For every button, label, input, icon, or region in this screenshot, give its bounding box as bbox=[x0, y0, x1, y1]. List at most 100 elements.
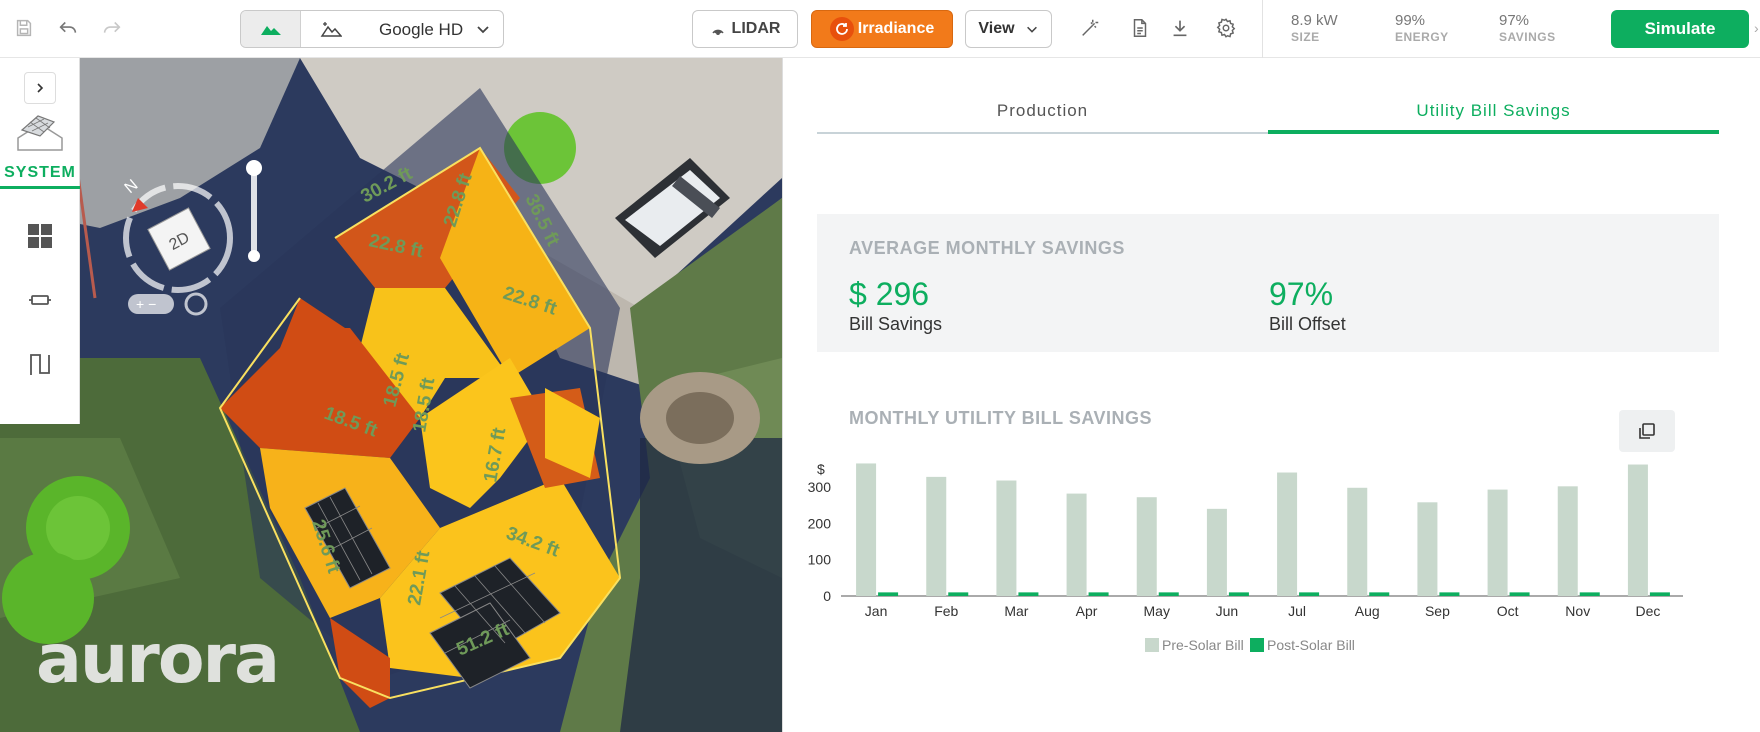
save-icon[interactable] bbox=[10, 14, 38, 42]
bar-post-solar bbox=[948, 592, 969, 596]
chevron-right-icon[interactable]: › bbox=[1754, 20, 1759, 36]
redo-icon[interactable] bbox=[98, 14, 126, 42]
zoom-buttons[interactable] bbox=[128, 294, 174, 314]
lidar-button[interactable]: LIDAR bbox=[692, 10, 798, 48]
size-value: 8.9 kW bbox=[1291, 12, 1338, 29]
x-tick-label: Feb bbox=[934, 603, 958, 619]
download-icon[interactable] bbox=[1166, 14, 1194, 42]
bar-post-solar bbox=[1579, 592, 1600, 596]
bill-offset-value: 97% bbox=[1269, 276, 1334, 312]
document-icon[interactable] bbox=[1126, 14, 1154, 42]
savings-label: SAVINGS bbox=[1499, 30, 1556, 44]
bar-post-solar bbox=[1018, 592, 1039, 596]
pan-icon[interactable] bbox=[184, 292, 208, 316]
sidebar-item-system[interactable]: SYSTEM bbox=[4, 164, 76, 181]
x-tick-label: Jul bbox=[1288, 603, 1306, 619]
x-tick-label: Jan bbox=[865, 603, 888, 619]
legend-label-post-solar: Post-Solar Bill bbox=[1267, 637, 1355, 653]
magic-wand-icon[interactable] bbox=[1076, 14, 1104, 42]
chevron-right-icon bbox=[37, 83, 44, 93]
chart-title: MONTHLY UTILITY BILL SAVINGS bbox=[849, 408, 1153, 428]
bar-pre-solar bbox=[1277, 472, 1298, 596]
satellite-terrain-icon[interactable] bbox=[301, 11, 361, 47]
view-mode-button[interactable] bbox=[147, 207, 211, 271]
map-canvas[interactable]: 30.2 ft 22.8 ft 22.8 ft 36.5 ft 22.8 ft … bbox=[0, 58, 782, 732]
slider-handle[interactable] bbox=[246, 160, 262, 176]
north-arrow-icon bbox=[132, 198, 148, 212]
undo-icon[interactable] bbox=[54, 14, 82, 42]
y-axis-label: $ bbox=[817, 461, 825, 477]
active-tab-indicator bbox=[1268, 130, 1719, 134]
bar-post-solar bbox=[878, 592, 899, 596]
lidar-label: LIDAR bbox=[731, 20, 781, 37]
map-rotation-control[interactable]: N 2D + − bbox=[118, 158, 268, 338]
copy-chart-button[interactable] bbox=[1619, 410, 1675, 452]
aerial-map[interactable]: 30.2 ft 22.8 ft 22.8 ft 36.5 ft 22.8 ft … bbox=[0, 58, 782, 732]
bar-post-solar bbox=[1088, 592, 1109, 596]
lidar-icon bbox=[710, 21, 726, 37]
savings-stat: 97% SAVINGS bbox=[1499, 12, 1556, 44]
svg-text:+ −: + − bbox=[136, 296, 156, 312]
energy-value: 99% bbox=[1395, 12, 1426, 29]
view-label: View bbox=[978, 20, 1015, 37]
x-tick-label: Sep bbox=[1425, 603, 1450, 619]
bar-post-solar bbox=[1649, 592, 1670, 596]
top-toolbar: Google HD LIDAR Irradiance View bbox=[0, 0, 1760, 58]
bar-post-solar bbox=[1228, 592, 1249, 596]
y-tick-label: 0 bbox=[823, 588, 831, 604]
x-tick-label: May bbox=[1144, 603, 1170, 619]
active-indicator bbox=[0, 186, 80, 189]
size-label: SIZE bbox=[1291, 30, 1320, 44]
bar-pre-solar bbox=[1206, 508, 1227, 596]
tab-production[interactable]: Production bbox=[996, 101, 1089, 120]
bar-pre-solar bbox=[1347, 487, 1368, 596]
map-source-selector[interactable]: Google HD bbox=[240, 10, 504, 48]
bar-post-solar bbox=[1509, 592, 1530, 596]
legend-swatch-pre-solar bbox=[1145, 638, 1159, 652]
y-tick-label: 200 bbox=[808, 515, 832, 531]
refresh-icon bbox=[829, 17, 854, 41]
aurora-logo: aurora bbox=[36, 620, 280, 699]
simulate-button[interactable]: Simulate bbox=[1611, 10, 1749, 48]
results-tabs: Production Utility Bill Savings bbox=[817, 88, 1719, 134]
copy-icon bbox=[1639, 423, 1655, 439]
toolbar-divider bbox=[1262, 0, 1263, 58]
bar-pre-solar bbox=[1557, 486, 1578, 596]
left-sidebar: SYSTEM bbox=[0, 58, 80, 424]
inverter-icon[interactable] bbox=[22, 282, 58, 318]
bar-pre-solar bbox=[1066, 493, 1087, 596]
pickup-truck bbox=[615, 158, 730, 258]
expand-sidebar-button[interactable] bbox=[24, 72, 56, 104]
energy-label: ENERGY bbox=[1395, 30, 1449, 44]
chevron-down-icon bbox=[477, 26, 489, 34]
energy-stat: 99% ENERGY bbox=[1395, 12, 1449, 44]
bar-pre-solar bbox=[1136, 497, 1157, 596]
results-panel: Production Utility Bill Savings AVERAGE … bbox=[782, 58, 1760, 732]
legend-label-pre-solar: Pre-Solar Bill bbox=[1162, 637, 1244, 653]
solar-house-icon[interactable] bbox=[14, 108, 66, 152]
x-tick-label: Aug bbox=[1355, 603, 1380, 619]
solar-panels[interactable] bbox=[304, 487, 561, 689]
average-savings-card: AVERAGE MONTHLY SAVINGS $ 296 Bill Savin… bbox=[817, 214, 1719, 352]
y-tick-label: 100 bbox=[808, 552, 832, 568]
grid-icon[interactable] bbox=[22, 218, 58, 254]
bill-savings-label: Bill Savings bbox=[849, 314, 943, 334]
bar-pre-solar bbox=[1417, 502, 1438, 596]
y-tick-label: 300 bbox=[808, 479, 832, 495]
bar-pre-solar bbox=[996, 480, 1017, 596]
compass-north-label: N bbox=[122, 177, 142, 197]
irradiance-button[interactable]: Irradiance bbox=[811, 10, 953, 48]
map-source-label: Google HD bbox=[379, 20, 464, 39]
x-tick-label: Jun bbox=[1216, 603, 1239, 619]
bar-post-solar bbox=[1369, 592, 1390, 596]
tree bbox=[2, 552, 94, 644]
bar-pre-solar bbox=[926, 476, 947, 596]
view-dropdown[interactable]: View bbox=[965, 10, 1052, 48]
savings-card-title: AVERAGE MONTHLY SAVINGS bbox=[849, 238, 1125, 258]
gear-icon[interactable] bbox=[1212, 14, 1240, 42]
tab-utility-bill-savings[interactable]: Utility Bill Savings bbox=[1416, 101, 1571, 120]
zoom-slider[interactable] bbox=[251, 168, 257, 256]
terrain-icon[interactable] bbox=[241, 11, 301, 47]
wiring-icon[interactable] bbox=[22, 346, 58, 382]
irradiance-label: Irradiance bbox=[857, 20, 935, 37]
